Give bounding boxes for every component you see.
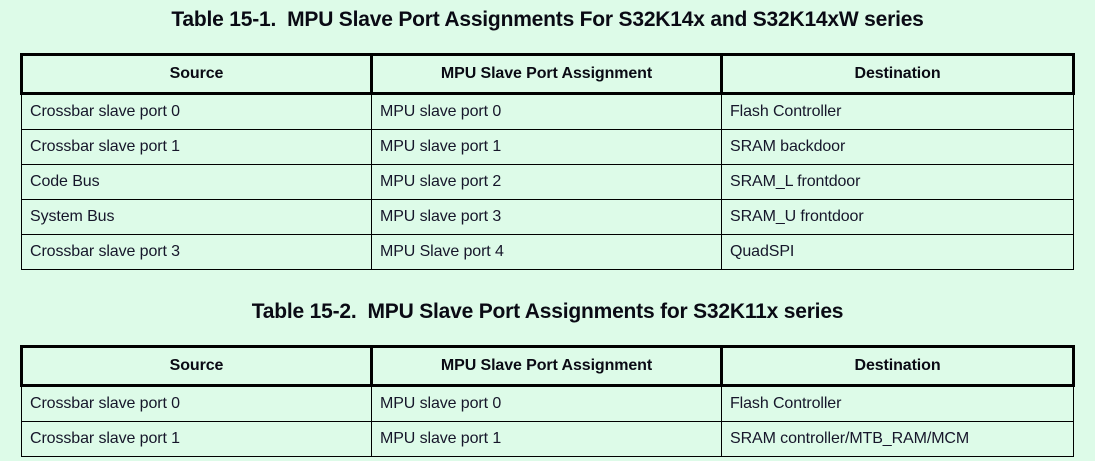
cell-source: Crossbar slave port 1	[21, 129, 372, 165]
cell-destination: SRAM_U frontdoor	[721, 199, 1074, 235]
cell-source: Crossbar slave port 0	[21, 385, 372, 422]
cell-destination: SRAM backdoor	[721, 129, 1074, 165]
table-row: Code Bus MPU slave port 2 SRAM_L frontdo…	[21, 164, 1074, 200]
cell-source: Code Bus	[21, 164, 372, 200]
table-header-row: Source MPU Slave Port Assignment Destina…	[20, 345, 1075, 387]
cell-assignment: MPU slave port 1	[371, 129, 722, 165]
column-header-mpu-slave-port-assignment: MPU Slave Port Assignment	[370, 53, 723, 95]
column-header-destination: Destination	[720, 53, 1075, 95]
table-row: Crossbar slave port 3 MPU Slave port 4 Q…	[21, 234, 1074, 270]
column-header-destination: Destination	[720, 345, 1075, 387]
table-row: Crossbar slave port 1 MPU slave port 1 S…	[21, 129, 1074, 165]
table-block-2: Source MPU Slave Port Assignment Destina…	[20, 345, 1075, 457]
column-header-mpu-slave-port-assignment: MPU Slave Port Assignment	[370, 345, 723, 387]
table-caption-title-1: MPU Slave Port Assignments For S32K14x a…	[287, 8, 924, 31]
table-block-1: Source MPU Slave Port Assignment Destina…	[20, 53, 1075, 270]
table-row: Crossbar slave port 1 MPU slave port 1 S…	[21, 421, 1074, 457]
table-row: Crossbar slave port 0 MPU slave port 0 F…	[21, 385, 1074, 422]
cell-destination: SRAM_L frontdoor	[721, 164, 1074, 200]
mpu-slave-port-table-2: Source MPU Slave Port Assignment Destina…	[20, 345, 1075, 457]
cell-destination: Flash Controller	[721, 385, 1074, 422]
table-header-row: Source MPU Slave Port Assignment Destina…	[20, 53, 1075, 95]
table-caption-1: Table 15-1. MPU Slave Port Assignments Fo…	[0, 8, 1095, 32]
cell-assignment: MPU Slave port 4	[371, 234, 722, 270]
table-row: System Bus MPU slave port 3 SRAM_U front…	[21, 199, 1074, 235]
cell-source: Crossbar slave port 3	[21, 234, 372, 270]
cell-destination: Flash Controller	[721, 93, 1074, 130]
cell-destination: QuadSPI	[721, 234, 1074, 270]
cell-source: System Bus	[21, 199, 372, 235]
cell-assignment: MPU slave port 0	[371, 385, 722, 422]
cell-assignment: MPU slave port 2	[371, 164, 722, 200]
cell-source: Crossbar slave port 0	[21, 93, 372, 130]
cell-assignment: MPU slave port 1	[371, 421, 722, 457]
column-header-source: Source	[20, 345, 373, 387]
column-header-source: Source	[20, 53, 373, 95]
cell-source: Crossbar slave port 1	[21, 421, 372, 457]
table-caption-number-2: Table 15-2.	[251, 300, 357, 323]
cell-destination: SRAM controller/MTB_RAM/MCM	[721, 421, 1074, 457]
table-caption-number-1: Table 15-1.	[171, 8, 277, 31]
cell-assignment: MPU slave port 0	[371, 93, 722, 130]
table-row: Crossbar slave port 0 MPU slave port 0 F…	[21, 93, 1074, 130]
table-caption-title-2: MPU Slave Port Assignments for S32K11x s…	[367, 300, 844, 323]
mpu-slave-port-table-1: Source MPU Slave Port Assignment Destina…	[20, 53, 1075, 270]
table-caption-2: Table 15-2. MPU Slave Port Assignments fo…	[0, 300, 1095, 324]
cell-assignment: MPU slave port 3	[371, 199, 722, 235]
